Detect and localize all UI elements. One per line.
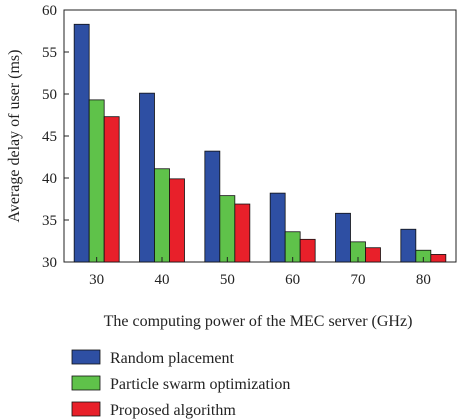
legend-label-1: Random placement [110, 350, 235, 367]
y-tick-label: 40 [42, 171, 57, 187]
x-tick-label: 50 [220, 272, 235, 288]
bar-1-80 [400, 228, 417, 263]
bar-2-50 [219, 195, 236, 263]
bar-3-80 [430, 254, 447, 263]
legend-label-3: Proposed algorithm [110, 402, 236, 419]
x-tick-label: 40 [155, 272, 170, 288]
bar-3-50 [234, 203, 251, 263]
legend: Random placement Particle swarm optimizat… [71, 349, 290, 419]
plot-frame [63, 9, 457, 263]
y-tick-label: 30 [42, 255, 57, 271]
legend-swatch-2 [71, 375, 101, 391]
legend-label-2: Particle swarm optimization [110, 376, 290, 393]
plot-area: 30 35 40 45 50 55 60 30 40 50 60 70 80 [42, 3, 457, 288]
bar-1-40 [139, 92, 155, 263]
y-tick-label: 50 [42, 87, 57, 103]
bar-1-50 [204, 150, 221, 263]
x-tick-label: 70 [351, 272, 366, 288]
bar-2-30 [88, 99, 105, 263]
legend-swatch-3 [71, 401, 101, 417]
x-axis-title: The computing power of the MEC server (G… [104, 313, 413, 330]
bar-3-70 [365, 247, 381, 263]
x-tick-label: 60 [285, 272, 300, 288]
y-axis-title: Average delay of user (ms) [6, 50, 23, 223]
bar-1-30 [73, 23, 90, 263]
legend-swatch-1 [71, 349, 101, 365]
y-axis-ticks: 30 35 40 45 50 55 60 [42, 3, 69, 271]
x-tick-label: 80 [416, 272, 431, 288]
bar-3-30 [103, 116, 120, 263]
bar-1-60 [269, 192, 286, 263]
x-axis-ticks: 30 40 50 60 70 80 [89, 257, 431, 288]
bar-2-40 [154, 168, 170, 263]
bars [73, 23, 447, 263]
bar-3-60 [299, 238, 316, 263]
bar-3-40 [169, 178, 185, 263]
y-tick-label: 45 [42, 129, 57, 145]
x-tick-label: 30 [89, 272, 104, 288]
y-tick-label: 35 [42, 213, 57, 229]
bar-1-70 [335, 212, 351, 263]
y-tick-label: 60 [42, 3, 57, 19]
y-tick-label: 55 [42, 45, 57, 61]
